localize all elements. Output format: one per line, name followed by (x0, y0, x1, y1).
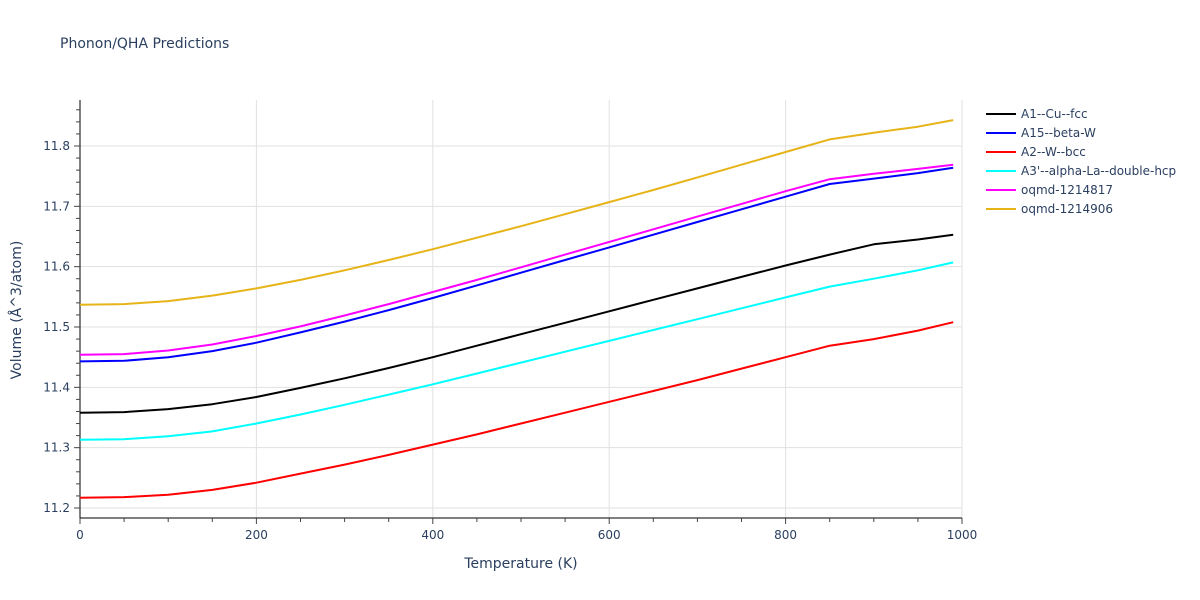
series-line-3[interactable] (79, 261, 954, 441)
x-tick-label: 800 (774, 528, 797, 542)
legend-label: A3'--alpha-La--double-hcp (1021, 164, 1176, 178)
legend-item[interactable]: A15--beta-W (986, 126, 1096, 140)
y-tick-label: 11.5 (43, 320, 70, 334)
y-tick-label: 11.2 (43, 501, 70, 515)
legend-item[interactable]: oqmd-1214906 (986, 202, 1113, 216)
series-line-1[interactable] (79, 166, 954, 363)
x-tick-label: 0 (76, 528, 84, 542)
legend-item[interactable]: A2--W--bcc (986, 145, 1086, 159)
legend-item[interactable]: oqmd-1214817 (986, 183, 1113, 197)
gridlines (80, 100, 963, 518)
x-tick-label: 400 (421, 528, 444, 542)
legend[interactable]: A1--Cu--fcc A15--beta-W A2--W--bcc A3'--alp… (986, 107, 1176, 216)
series-line-4[interactable] (79, 163, 954, 356)
series-line-5[interactable] (79, 119, 954, 306)
y-tick-label: 11.8 (43, 139, 70, 153)
series-line-2[interactable] (79, 321, 954, 499)
y-tick-label: 11.4 (43, 380, 70, 394)
y-tick-label: 11.6 (43, 260, 70, 274)
axes: 0 200 400 600 800 1000 11.2 11.3 11.4 11.5 11.6 11.… (43, 100, 977, 542)
y-tick-label: 11.7 (43, 199, 70, 213)
x-tick-label: 1000 (947, 528, 978, 542)
plot-area[interactable] (79, 119, 954, 499)
series-line-0[interactable] (79, 233, 954, 414)
y-tick-label: 11.3 (43, 441, 70, 455)
legend-item[interactable]: A1--Cu--fcc (986, 107, 1088, 121)
legend-label: A1--Cu--fcc (1021, 107, 1088, 121)
legend-item[interactable]: A3'--alpha-La--double-hcp (986, 164, 1176, 178)
x-tick-label: 200 (245, 528, 268, 542)
x-tick-label: 600 (598, 528, 621, 542)
x-axis-title: Temperature (K) (463, 556, 577, 572)
legend-label: A15--beta-W (1021, 126, 1096, 140)
y-axis-title: Volume (Å^3/atom) (8, 241, 25, 380)
legend-label: oqmd-1214906 (1021, 202, 1113, 216)
legend-label: oqmd-1214817 (1021, 183, 1113, 197)
legend-label: A2--W--bcc (1021, 145, 1086, 159)
chart-title: Phonon/QHA Predictions (60, 36, 230, 52)
